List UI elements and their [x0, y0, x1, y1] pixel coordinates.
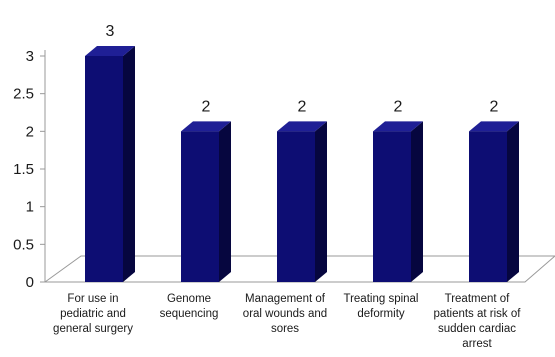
- y-tick-label: 3: [26, 48, 34, 65]
- bar: [373, 121, 423, 282]
- bar-side: [411, 121, 423, 282]
- y-tick-label: 2: [26, 123, 34, 140]
- data-label: 2: [490, 98, 499, 115]
- data-label: 2: [202, 98, 211, 115]
- bar: [85, 46, 135, 282]
- x-category-label: For use in pediatric and general surgery: [53, 293, 133, 335]
- y-tick-label: 1.5: [13, 161, 34, 178]
- bar: [469, 121, 519, 282]
- y-tick-label: 0.5: [13, 236, 34, 253]
- data-label: 3: [106, 23, 115, 40]
- bar-top: [373, 121, 423, 132]
- x-category-label: Treatment of patients at risk of sudden …: [433, 293, 521, 350]
- bar-front: [181, 131, 219, 282]
- data-label: 2: [394, 98, 403, 115]
- bar-top: [277, 121, 327, 132]
- y-tick-label: 2.5: [13, 86, 34, 103]
- bar-side: [123, 46, 135, 282]
- data-labels: 3 2 2 2 2: [106, 23, 499, 115]
- y-tick-label: 1: [26, 199, 34, 216]
- bar-front: [85, 56, 123, 282]
- bar: [277, 121, 327, 282]
- bar-top: [469, 121, 519, 132]
- data-label: 2: [298, 98, 307, 115]
- bar-side: [507, 121, 519, 282]
- bar-side: [315, 121, 327, 282]
- bar-front: [469, 131, 507, 282]
- bars: [85, 46, 519, 282]
- bar-front: [373, 131, 411, 282]
- bar-top: [181, 121, 231, 132]
- bar-front: [277, 131, 315, 282]
- y-tick-label: 0: [26, 274, 34, 291]
- bar-side: [219, 121, 231, 282]
- bar-top: [85, 46, 135, 56]
- bar: [181, 121, 231, 282]
- x-category-label: Treating spinal deformity: [343, 293, 419, 320]
- x-category-label: Genome sequencing: [159, 293, 219, 320]
- x-category-label: Management of oral wounds and sores: [242, 293, 328, 335]
